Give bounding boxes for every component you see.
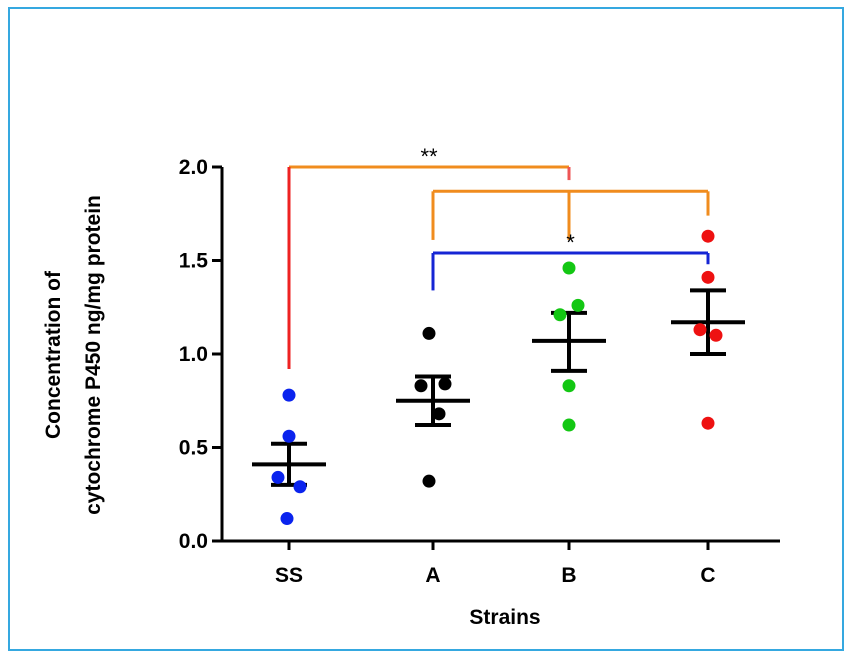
data-point [422, 326, 436, 340]
data-point [271, 470, 285, 484]
data-point [701, 229, 715, 243]
series-ss [252, 388, 326, 526]
x-tick-label: A [425, 564, 440, 587]
y-tick-label: 2.0 [179, 156, 208, 179]
significance-bracket: * [431, 230, 710, 291]
significance-bracket [431, 189, 710, 240]
series-b [532, 261, 606, 432]
data-point [282, 429, 296, 443]
series-c [671, 229, 745, 430]
data-point [553, 308, 567, 322]
data-marks [252, 229, 745, 526]
data-point [562, 418, 576, 432]
significance-label: ** [420, 144, 438, 169]
data-point [701, 416, 715, 430]
series-a [396, 326, 470, 488]
y-axis-title-line-2: cytochrome P450 ng/mg protein [82, 195, 105, 515]
data-point [709, 328, 723, 342]
data-point [414, 379, 428, 393]
y-tick-label: 1.5 [179, 250, 209, 273]
data-point [693, 323, 707, 337]
x-axis-title: Strains [469, 606, 540, 629]
y-tick-label: 1.0 [179, 343, 208, 366]
y-tick-label: 0.5 [179, 437, 209, 460]
y-tick-label: 0.0 [179, 530, 208, 553]
data-point [562, 261, 576, 275]
data-point [438, 377, 452, 391]
axes: 0.0 0.5 1.0 1.5 2.0 SS A B C [179, 156, 780, 587]
data-point [432, 407, 446, 421]
data-point [280, 512, 294, 526]
x-tick-label: SS [275, 564, 303, 587]
data-point [571, 298, 585, 312]
data-point [293, 480, 307, 494]
significance-bracket: ** [287, 144, 571, 369]
x-tick-label: B [561, 564, 576, 587]
significance-brackets: *** [287, 144, 710, 369]
y-axis-title-line-1: Concentration of [42, 270, 65, 439]
data-point [701, 270, 715, 284]
significance-label: * [566, 230, 575, 255]
y-axis-title: Concentration of cytochrome P450 ng/mg p… [42, 195, 105, 515]
data-point [282, 388, 296, 402]
x-tick-label: C [700, 564, 715, 587]
data-point [422, 474, 436, 488]
data-point [562, 379, 576, 393]
